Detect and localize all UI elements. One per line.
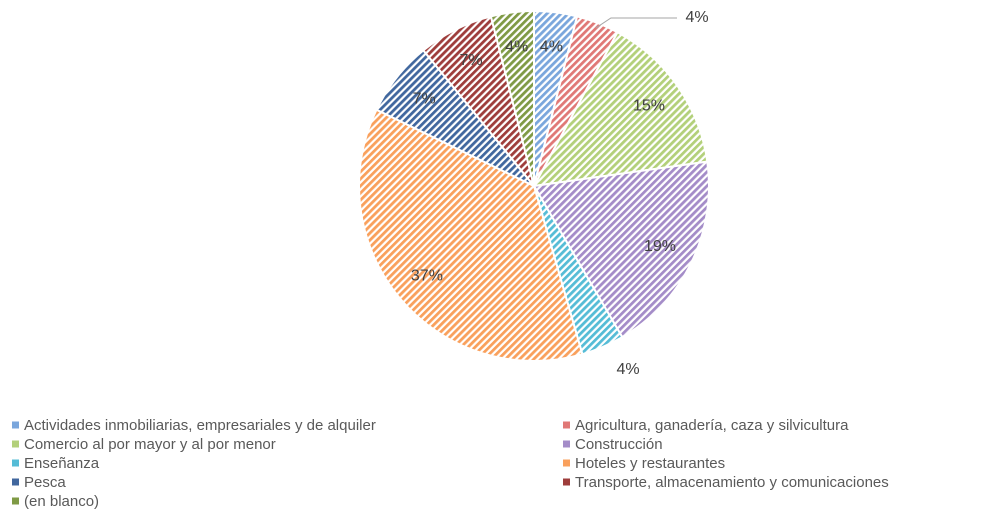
data-label: 4% bbox=[685, 9, 708, 26]
leader-line bbox=[595, 17, 677, 29]
legend-swatch bbox=[563, 478, 570, 486]
legend-label: Comercio al por mayor y al por menor bbox=[24, 436, 276, 453]
legend-swatch bbox=[12, 497, 19, 505]
legend-swatch bbox=[563, 440, 570, 448]
legend-label: Pesca bbox=[24, 474, 66, 491]
legend-label: Enseñanza bbox=[24, 455, 100, 472]
pie-slice bbox=[532, 160, 710, 339]
pie-slice bbox=[489, 9, 535, 187]
data-label: 7% bbox=[459, 52, 482, 69]
legend-swatch bbox=[12, 478, 19, 486]
data-label: 4% bbox=[540, 38, 563, 55]
legend-swatch bbox=[563, 459, 570, 467]
pie-slice bbox=[532, 30, 709, 188]
data-label: 15% bbox=[633, 97, 665, 114]
legend-label: Transporte, almacenamiento y comunicacio… bbox=[575, 474, 889, 491]
data-label: 37% bbox=[411, 267, 443, 284]
legend-label: (en blanco) bbox=[24, 493, 99, 510]
legend-label: Actividades inmobiliarias, empresariales… bbox=[24, 417, 376, 434]
legend-label: Agricultura, ganadería, caza y silvicult… bbox=[575, 417, 849, 434]
legend-swatch bbox=[12, 459, 19, 467]
legend-swatch bbox=[12, 440, 19, 448]
data-label: 7% bbox=[413, 90, 436, 107]
pie-slice bbox=[358, 108, 584, 362]
legend-label: Hoteles y restaurantes bbox=[575, 455, 725, 472]
data-label: 4% bbox=[616, 361, 639, 378]
legend-label: Construcción bbox=[575, 436, 663, 453]
data-label: 19% bbox=[644, 238, 676, 255]
legend-swatch bbox=[12, 421, 19, 429]
legend-swatch bbox=[563, 421, 570, 429]
data-label: 4% bbox=[505, 38, 528, 55]
